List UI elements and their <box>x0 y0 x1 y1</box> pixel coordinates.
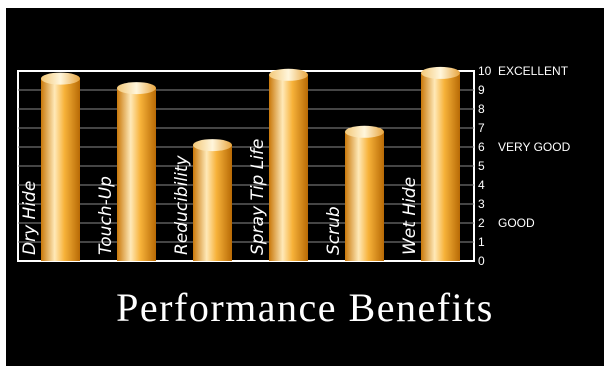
y-tick-label: 6 <box>478 140 485 154</box>
bar-cap <box>421 66 460 79</box>
y-tick-label: 4 <box>478 178 485 192</box>
category-label: Scrub <box>324 206 344 255</box>
bar-body <box>269 74 308 261</box>
y-tick-label: 1 <box>478 235 485 249</box>
bar-chart: Dry Hide Touch-Up Reducibility Spray Tip Li… <box>17 64 571 268</box>
bar-body <box>193 145 232 261</box>
bar-cap <box>345 125 384 138</box>
bar <box>193 139 232 261</box>
bar-body <box>117 88 156 261</box>
category-label: Touch-Up <box>96 176 116 255</box>
bar-cap <box>41 72 80 85</box>
bar-body <box>345 131 384 261</box>
bar-body <box>421 72 460 262</box>
chart-title: Performance Benefits <box>116 285 494 330</box>
y-tick-label: 9 <box>478 83 485 97</box>
y-tick-label: 2 <box>478 216 485 230</box>
bar <box>269 68 308 261</box>
bar <box>41 72 80 261</box>
y-tick-label: 0 <box>478 254 485 268</box>
category-label: Dry Hide <box>20 181 40 255</box>
rating-label: VERY GOOD <box>498 140 571 154</box>
y-tick-label: 10 <box>478 64 492 78</box>
category-label: Reducibility <box>172 154 192 255</box>
bar <box>117 82 156 261</box>
bar-cap <box>269 68 308 81</box>
bar-body <box>41 78 80 261</box>
bar-cap <box>117 82 156 95</box>
bar-cap <box>193 139 232 152</box>
y-tick-label: 3 <box>478 197 485 211</box>
chart-frame: Dry Hide Touch-Up Reducibility Spray Tip Li… <box>6 8 604 366</box>
y-tick-label: 5 <box>478 159 485 173</box>
y-tick-label: 7 <box>478 121 485 135</box>
rating-label: GOOD <box>498 216 535 230</box>
category-label: Wet Hide <box>400 177 420 255</box>
rating-label: EXCELLENT <box>498 64 569 78</box>
category-label: Spray Tip Life <box>248 139 268 255</box>
y-tick-label: 8 <box>478 102 485 116</box>
bar <box>421 66 460 262</box>
bar <box>345 125 384 261</box>
